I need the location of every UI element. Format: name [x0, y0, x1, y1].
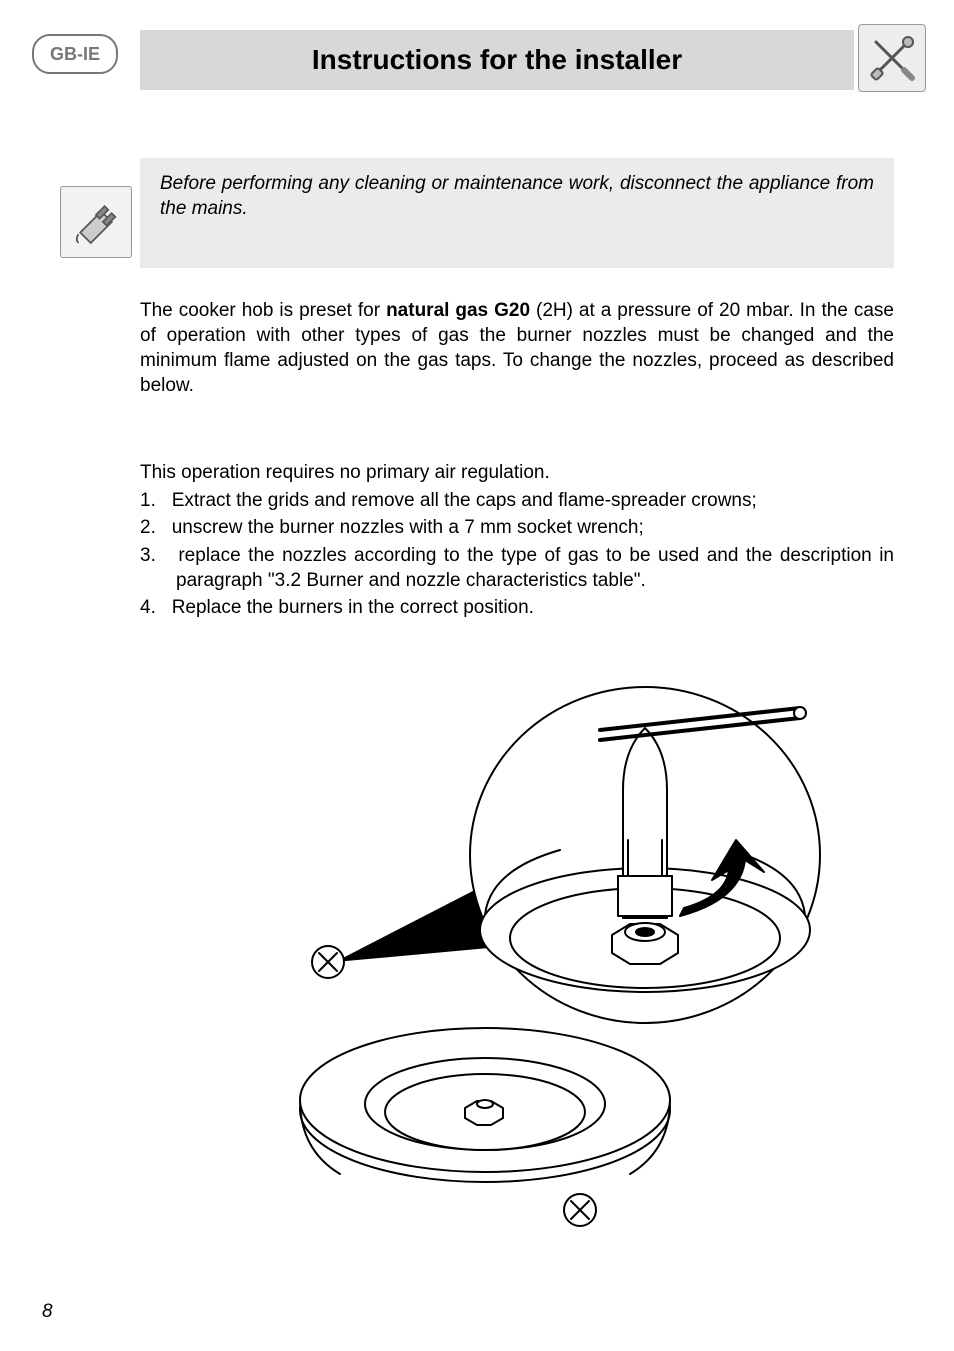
air-reg-text: This operation requires no primary air r…: [140, 462, 550, 483]
step-4: 4. Replace the burners in the correct po…: [140, 595, 894, 620]
plug-icon: [60, 186, 132, 258]
step-1-text: Extract the grids and remove all the cap…: [172, 490, 757, 511]
preset-paragraph: The cooker hob is preset for natural gas…: [140, 298, 894, 398]
step-2: 2. unscrew the burner nozzles with a 7 m…: [140, 515, 894, 540]
step-3-num: 3.: [140, 545, 156, 566]
step-3-text: replace the nozzles according to the typ…: [176, 545, 894, 591]
step-4-num: 4.: [140, 597, 156, 618]
warning-note: Before performing any cleaning or mainte…: [140, 158, 894, 268]
preset-text-pre: The cooker hob is preset for: [140, 300, 386, 321]
region-badge: GB-IE: [32, 34, 118, 74]
step-2-text: unscrew the burner nozzles with a 7 mm s…: [172, 517, 644, 538]
step-1: 1. Extract the grids and remove all the …: [140, 488, 894, 513]
step-4-text: Replace the burners in the correct posit…: [172, 597, 534, 618]
page-title-banner: Instructions for the installer: [140, 30, 854, 90]
steps-list: 1. Extract the grids and remove all the …: [140, 488, 894, 622]
step-1-num: 1.: [140, 490, 156, 511]
crossed-tools-icon: [858, 24, 926, 92]
page-number: 8: [42, 1301, 53, 1323]
nozzle-diagram: [240, 680, 840, 1240]
page-title: Instructions for the installer: [312, 44, 682, 76]
step-3: 3. replace the nozzles according to the …: [140, 543, 894, 594]
page: GB-IE Instructions for the installer: [0, 0, 954, 1351]
air-reg-paragraph: This operation requires no primary air r…: [140, 460, 894, 485]
step-2-num: 2.: [140, 517, 156, 538]
preset-text-bold: natural gas G20: [386, 300, 530, 321]
warning-text: Before performing any cleaning or mainte…: [160, 173, 874, 219]
